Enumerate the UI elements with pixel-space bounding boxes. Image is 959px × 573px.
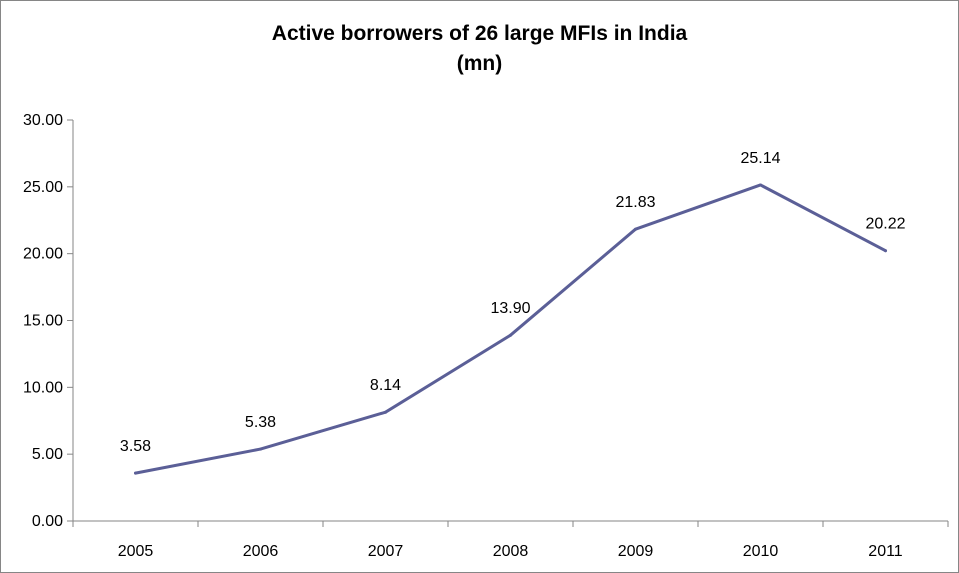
data-label: 13.90 (490, 300, 530, 317)
axes: 0.00 5.00 10.00 15.00 20.00 25.00 30.00 2005 200… (23, 112, 949, 560)
x-tick-label: 2011 (868, 543, 903, 560)
data-point (384, 410, 387, 414)
data-point (509, 333, 512, 337)
data-label: 3.58 (120, 438, 151, 455)
x-tick-label: 2006 (243, 543, 279, 560)
data-point (759, 183, 762, 187)
chart-title: Active borrowers of 26 large MFIs in Ind… (1, 19, 958, 79)
y-tick-label: 30.00 (23, 112, 63, 129)
data-label: 20.22 (865, 216, 905, 233)
y-tick-label: 20.00 (23, 246, 63, 263)
data-label: 5.38 (245, 414, 276, 431)
y-tick-label: 15.00 (23, 313, 63, 330)
data-label: 25.14 (740, 150, 780, 167)
data-point (259, 447, 262, 451)
x-tick-label: 2009 (618, 543, 654, 560)
x-tick-label: 2007 (368, 543, 404, 560)
y-tick-label: 5.00 (32, 446, 63, 463)
series-layer (134, 183, 887, 475)
x-tick-label: 2005 (118, 543, 154, 560)
y-tick-label: 10.00 (23, 379, 63, 396)
y-tick-label: 0.00 (32, 513, 63, 530)
data-label: 21.83 (615, 194, 655, 211)
data-label: 8.14 (370, 377, 401, 394)
x-tick-label: 2010 (743, 543, 779, 560)
chart-title-line-2: (mn) (456, 52, 503, 75)
data-point (884, 249, 887, 253)
x-tick-label: 2008 (493, 543, 529, 560)
data-point (134, 471, 137, 475)
labels-layer: 3.58 5.38 8.14 13.90 21.83 25.14 20.22 (120, 150, 906, 455)
data-point (634, 227, 637, 231)
chart-title-line-1: Active borrowers of 26 large MFIs in Ind… (271, 22, 688, 45)
y-tick-label: 25.00 (23, 179, 63, 196)
